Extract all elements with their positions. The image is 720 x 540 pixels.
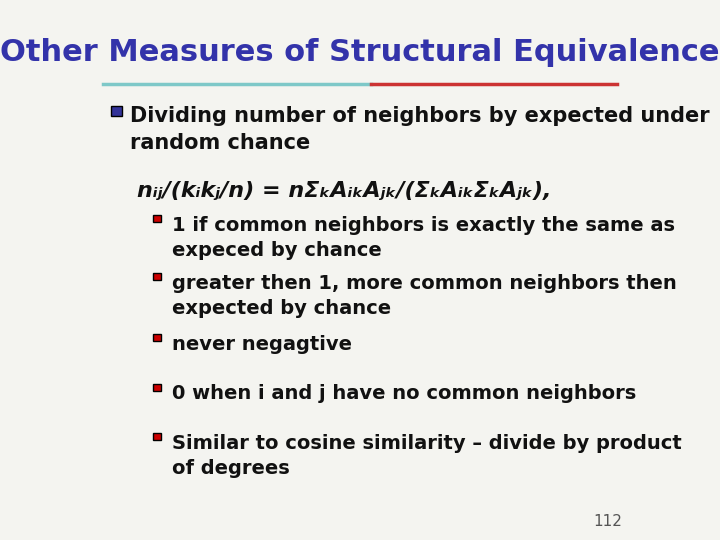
- FancyBboxPatch shape: [153, 273, 161, 280]
- FancyBboxPatch shape: [153, 334, 161, 341]
- Text: nᵢⱼ/(kᵢkⱼ/n) = nΣₖAᵢₖAⱼₖ/(ΣₖAᵢₖΣₖAⱼₖ),: nᵢⱼ/(kᵢkⱼ/n) = nΣₖAᵢₖAⱼₖ/(ΣₖAᵢₖΣₖAⱼₖ),: [137, 181, 551, 201]
- FancyBboxPatch shape: [153, 433, 161, 440]
- FancyBboxPatch shape: [153, 383, 161, 391]
- FancyBboxPatch shape: [112, 106, 122, 116]
- Text: 0 when i and j have no common neighbors: 0 when i and j have no common neighbors: [172, 384, 636, 403]
- Text: Similar to cosine similarity – divide by product
of degrees: Similar to cosine similarity – divide by…: [172, 434, 682, 477]
- Text: never negagtive: never negagtive: [172, 335, 352, 354]
- Text: 112: 112: [593, 514, 623, 529]
- Text: 1 if common neighbors is exactly the same as
expeced by chance: 1 if common neighbors is exactly the sam…: [172, 216, 675, 260]
- Text: greater then 1, more common neighbors then
expected by chance: greater then 1, more common neighbors th…: [172, 274, 677, 318]
- Text: Other Measures of Structural Equivalence: Other Measures of Structural Equivalence: [0, 38, 720, 67]
- Text: Dividing number of neighbors by expected under
random chance: Dividing number of neighbors by expected…: [130, 106, 709, 153]
- FancyBboxPatch shape: [153, 215, 161, 222]
